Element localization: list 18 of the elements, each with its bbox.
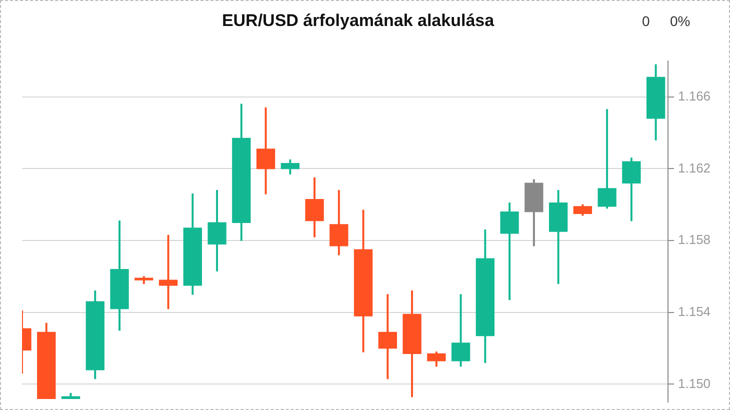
- candlestick: [622, 158, 641, 222]
- candlestick: [500, 202, 519, 300]
- candlestick: [524, 179, 544, 246]
- candlestick: [598, 109, 616, 209]
- y-tick-label: 1.158: [678, 232, 711, 248]
- y-tick-label: 1.154: [678, 304, 711, 319]
- text: 0: [642, 13, 650, 29]
- candlestick: [573, 204, 592, 216]
- y-tick-label: 1.162: [678, 160, 711, 176]
- y-tick-label: 1.150: [678, 376, 711, 391]
- candlestick: [110, 220, 129, 331]
- candlestick: [305, 177, 324, 238]
- candlestick: [330, 190, 348, 256]
- text: 0%: [670, 13, 690, 29]
- chart-title: EUR/USD árfolyamának alakulása: [222, 11, 494, 30]
- candlestick: [402, 290, 422, 398]
- candlestick: [208, 190, 226, 272]
- y-tick-label: 1.166: [678, 88, 711, 104]
